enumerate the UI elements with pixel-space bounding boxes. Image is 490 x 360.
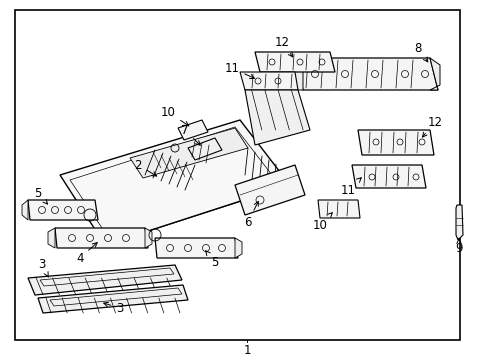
- Polygon shape: [28, 265, 182, 295]
- Text: 10: 10: [313, 213, 332, 231]
- Polygon shape: [55, 228, 148, 248]
- Polygon shape: [235, 238, 242, 258]
- Polygon shape: [290, 58, 303, 90]
- Text: 7: 7: [181, 123, 200, 145]
- Polygon shape: [145, 228, 152, 248]
- Text: 8: 8: [415, 41, 428, 62]
- Polygon shape: [430, 58, 440, 90]
- Polygon shape: [28, 200, 98, 220]
- Text: 3: 3: [38, 258, 49, 277]
- Polygon shape: [358, 130, 434, 155]
- Polygon shape: [318, 200, 360, 218]
- Polygon shape: [48, 228, 55, 248]
- Text: 5: 5: [206, 251, 219, 269]
- Text: 10: 10: [161, 105, 189, 126]
- Polygon shape: [255, 52, 335, 72]
- Polygon shape: [22, 200, 28, 220]
- Polygon shape: [38, 285, 188, 313]
- Text: 3: 3: [104, 302, 123, 315]
- Text: 12: 12: [274, 36, 293, 57]
- Polygon shape: [456, 205, 463, 240]
- Text: 9: 9: [455, 239, 463, 255]
- Polygon shape: [178, 120, 208, 140]
- Polygon shape: [245, 90, 310, 145]
- Text: 2: 2: [134, 158, 157, 176]
- Polygon shape: [188, 138, 222, 160]
- Polygon shape: [240, 72, 298, 90]
- Text: 12: 12: [422, 116, 442, 137]
- Polygon shape: [295, 58, 438, 90]
- Polygon shape: [155, 238, 238, 258]
- Text: 11: 11: [341, 178, 361, 197]
- Polygon shape: [352, 165, 426, 188]
- Polygon shape: [235, 165, 305, 215]
- Text: 5: 5: [34, 186, 48, 204]
- Text: 4: 4: [76, 243, 97, 265]
- Polygon shape: [60, 120, 290, 245]
- Text: 1: 1: [243, 343, 251, 356]
- Polygon shape: [130, 128, 248, 178]
- Text: 6: 6: [244, 202, 258, 229]
- Text: 11: 11: [224, 62, 254, 78]
